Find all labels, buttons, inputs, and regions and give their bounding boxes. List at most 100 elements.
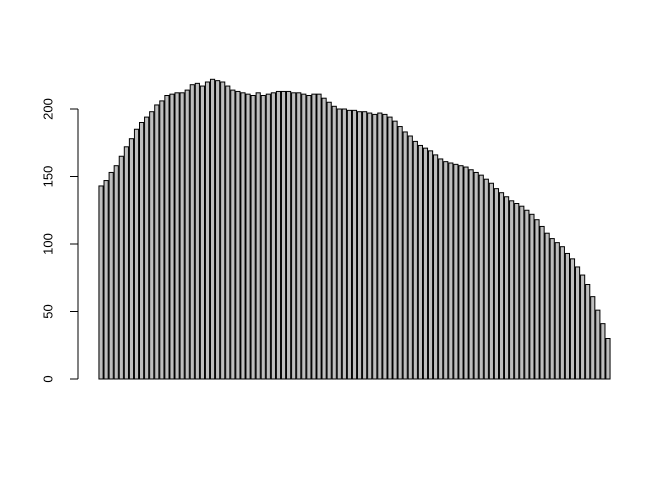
bar-57 <box>382 113 388 380</box>
bar-71 <box>453 163 459 380</box>
bar-100 <box>600 323 606 380</box>
bar-68 <box>438 158 444 380</box>
bar-53 <box>362 111 368 380</box>
bar-4 <box>113 165 119 380</box>
bar-77 <box>483 178 489 380</box>
bar-47 <box>331 105 337 380</box>
bar-91 <box>554 242 560 380</box>
bar-42 <box>306 95 312 380</box>
bar-32 <box>255 92 261 380</box>
bar-45 <box>321 97 327 380</box>
bar-9 <box>139 122 145 380</box>
bar-22 <box>204 81 211 380</box>
bar-80 <box>498 192 505 380</box>
bar-60 <box>397 126 403 380</box>
bar-5 <box>118 155 124 380</box>
bar-82 <box>509 200 515 380</box>
bar-36 <box>275 90 282 380</box>
y-tick-label-200: 200 <box>41 98 56 120</box>
bar-98 <box>590 296 596 380</box>
bar-3 <box>108 171 114 380</box>
bar-75 <box>473 171 479 380</box>
bar-58 <box>387 116 393 380</box>
bar-18 <box>184 89 190 380</box>
bar-10 <box>144 116 150 380</box>
bar-33 <box>260 95 266 380</box>
bar-84 <box>519 205 525 380</box>
bar-16 <box>174 92 180 380</box>
bar-90 <box>549 238 555 380</box>
bar-14 <box>164 95 170 380</box>
bar-92 <box>559 246 565 380</box>
bar-87 <box>534 219 540 380</box>
bar-99 <box>595 309 601 380</box>
bar-65 <box>422 147 429 380</box>
bar-40 <box>296 92 302 380</box>
bar-50 <box>346 109 353 380</box>
bar-6 <box>123 146 129 380</box>
y-tick-label-100: 100 <box>41 233 56 255</box>
bar-37 <box>280 90 287 380</box>
bar-38 <box>286 90 292 380</box>
bar-44 <box>316 93 322 380</box>
bar-24 <box>215 80 221 380</box>
bar-72 <box>458 165 464 380</box>
bar-101 <box>605 338 611 380</box>
bar-49 <box>341 108 347 380</box>
bar-28 <box>235 90 241 380</box>
y-tick-label-50: 50 <box>41 304 56 318</box>
bar-94 <box>569 258 576 380</box>
bar-31 <box>250 95 256 380</box>
bar-69 <box>443 161 449 380</box>
bar-19 <box>189 84 195 380</box>
bars-layer <box>98 78 611 380</box>
bar-73 <box>463 166 469 380</box>
bar-46 <box>326 101 332 380</box>
bar-48 <box>336 108 342 380</box>
bar-51 <box>351 109 358 380</box>
bar-11 <box>149 111 155 380</box>
bar-43 <box>311 93 317 380</box>
bar-74 <box>468 169 474 380</box>
bar-34 <box>265 93 271 380</box>
bar-61 <box>402 131 408 380</box>
bar-23 <box>209 78 216 380</box>
bar-70 <box>448 162 454 380</box>
y-tick-label-0: 0 <box>41 375 56 382</box>
bar-97 <box>585 284 591 380</box>
bar-64 <box>417 144 423 380</box>
bar-93 <box>564 252 571 380</box>
bar-15 <box>169 93 175 380</box>
bar-17 <box>179 92 185 380</box>
bar-59 <box>392 120 398 380</box>
bar-54 <box>367 112 373 380</box>
bar-55 <box>372 113 378 380</box>
bar-35 <box>270 92 276 380</box>
bar-39 <box>291 92 297 380</box>
bar-86 <box>529 213 535 380</box>
bar-56 <box>377 112 383 380</box>
y-tick-label-150: 150 <box>41 166 56 188</box>
bar-20 <box>194 82 200 380</box>
bar-88 <box>539 225 545 380</box>
bar-62 <box>407 135 413 380</box>
bar-89 <box>544 232 550 380</box>
bar-29 <box>240 92 246 380</box>
bar-66 <box>427 150 434 380</box>
bar-78 <box>488 182 494 380</box>
bar-67 <box>433 154 439 380</box>
bar-41 <box>301 93 307 380</box>
bar-7 <box>128 138 135 380</box>
bar-21 <box>199 85 206 380</box>
bar-85 <box>524 209 530 380</box>
bar-63 <box>412 140 418 380</box>
bar-25 <box>220 81 226 380</box>
bar-2 <box>103 180 109 380</box>
bar-8 <box>133 128 140 380</box>
bar-12 <box>154 104 160 380</box>
bar-79 <box>493 188 500 380</box>
bar-13 <box>159 100 165 380</box>
bar-52 <box>356 111 363 380</box>
y-axis: 0 50 100 150 200 <box>41 98 79 383</box>
